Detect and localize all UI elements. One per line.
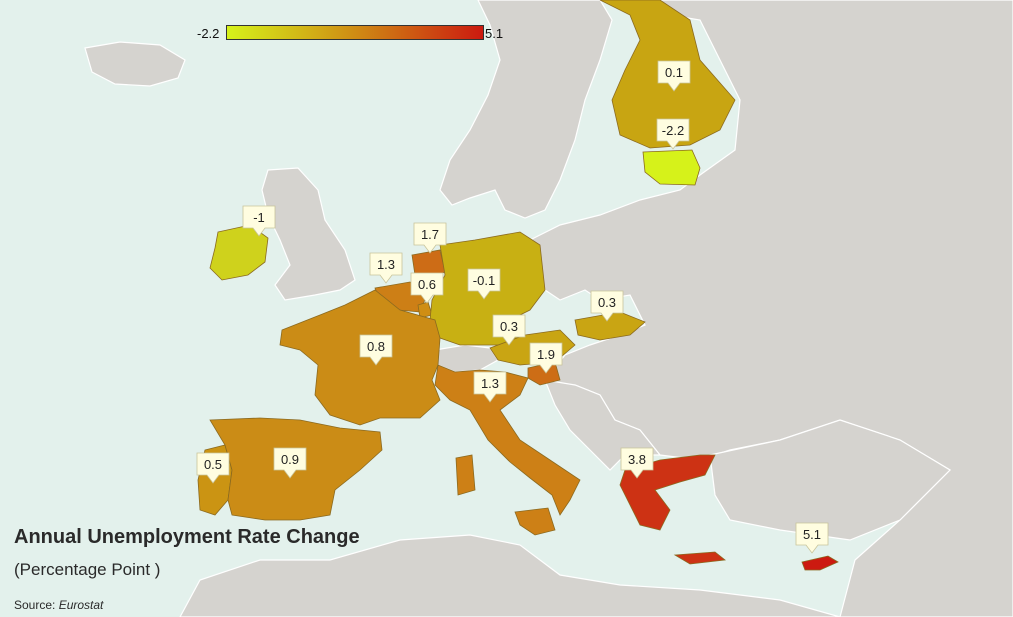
finland-callout-box: [657, 60, 691, 92]
finland-value-callout: 0.1: [657, 60, 691, 92]
greece-value-label: 3.8: [628, 452, 646, 467]
portugal-value-callout: 0.5: [196, 452, 230, 484]
italy-region[interactable]: [434, 364, 581, 516]
germany-callout-box: [467, 268, 501, 300]
turkey-land: [709, 419, 951, 541]
belgium-callout-box: [369, 252, 403, 284]
sicily-region[interactable]: [514, 507, 556, 536]
cyprus-value-label: 5.1: [803, 527, 821, 542]
spain-value-label: 0.9: [281, 452, 299, 467]
sardinia-region[interactable]: [455, 454, 476, 496]
slovenia-callout-box: [529, 342, 563, 374]
ireland-value-callout: -1: [242, 205, 276, 237]
legend-max-label: 5.1: [485, 26, 504, 41]
greece-value-callout: 3.8: [620, 447, 654, 479]
portugal-callout-box: [196, 452, 230, 484]
scandinavia-land: [439, 0, 613, 219]
netherlands-value-callout: 1.7: [413, 222, 447, 254]
background-land: [84, 0, 1013, 617]
austria-value-label: 0.3: [500, 319, 518, 334]
netherlands-value-label: 1.7: [421, 227, 439, 242]
france-region[interactable]: [279, 289, 441, 426]
france-value-callout: 0.8: [359, 334, 393, 366]
austria-callout-box: [492, 314, 526, 346]
portugal-value-label: 0.5: [204, 457, 222, 472]
estonia-value-callout: -2.2: [656, 118, 690, 150]
estonia-callout-box: [656, 118, 690, 150]
spain-callout-box: [273, 447, 307, 479]
finland-value-label: 0.1: [665, 65, 683, 80]
legend-min-label: -2.2: [197, 26, 220, 41]
map-subtitle: (Percentage Point ): [14, 560, 161, 579]
cyprus-callout-box: [795, 522, 829, 554]
slovakia-value-callout: 0.3: [590, 290, 624, 322]
slovakia-value-label: 0.3: [598, 295, 616, 310]
germany-value-callout: -0.1: [467, 268, 501, 300]
belgium-value-callout: 1.3: [369, 252, 403, 284]
cyprus-region[interactable]: [801, 555, 839, 571]
greece-region[interactable]: [619, 454, 716, 531]
crete-region[interactable]: [673, 551, 727, 565]
iceland-land: [84, 41, 186, 87]
value-callouts: 0.1 -2.2 -1 1.7 1.3 0.6 -0.1 0.3 0.3 1.9 0.8 1.3 0.5…: [196, 60, 829, 554]
slovenia-value-callout: 1.9: [529, 342, 563, 374]
greece-callout-box: [620, 447, 654, 479]
slovenia-value-label: 1.9: [537, 347, 555, 362]
ireland-callout-box: [242, 205, 276, 237]
ireland-value-label: -1: [253, 210, 265, 225]
legend-gradient-bar: [226, 25, 484, 40]
great-britain-land: [261, 167, 356, 301]
italy-value-callout: 1.3: [473, 371, 507, 403]
source-prefix: Source:: [14, 598, 59, 612]
estonia-value-label: -2.2: [662, 123, 684, 138]
belgium-value-label: 1.3: [377, 257, 395, 272]
italy-callout-box: [473, 371, 507, 403]
north-africa-land: [179, 534, 841, 617]
luxembourg-value-callout: 0.6: [410, 272, 444, 304]
france-callout-box: [359, 334, 393, 366]
spain-value-callout: 0.9: [273, 447, 307, 479]
luxembourg-callout-box: [410, 272, 444, 304]
source-name: Eurostat: [58, 598, 104, 612]
map-title: Annual Unemployment Rate Change: [14, 526, 360, 548]
slovakia-callout-box: [590, 290, 624, 322]
cyprus-value-callout: 5.1: [795, 522, 829, 554]
netherlands-callout-box: [413, 222, 447, 254]
italy-value-label: 1.3: [481, 376, 499, 391]
germany-value-label: -0.1: [473, 273, 495, 288]
france-value-label: 0.8: [367, 339, 385, 354]
estonia-region[interactable]: [642, 149, 701, 186]
source-credit: Source: Eurostat: [14, 598, 103, 612]
luxembourg-value-label: 0.6: [418, 277, 436, 292]
austria-value-callout: 0.3: [492, 314, 526, 346]
